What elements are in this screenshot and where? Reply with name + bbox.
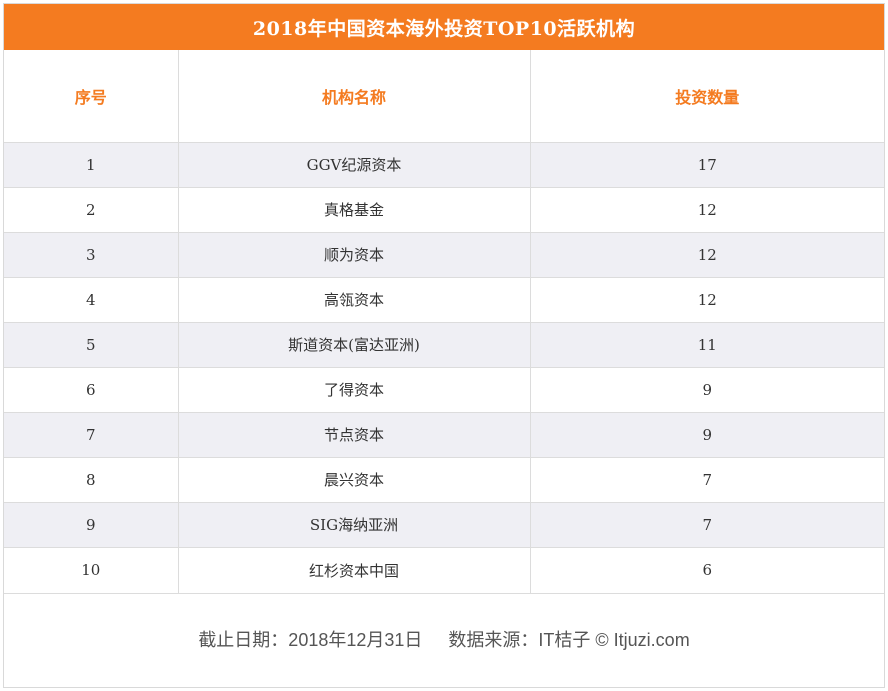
table-row: 9 SIG海纳亚洲 7: [4, 502, 884, 548]
header-rank: 序号: [4, 50, 179, 143]
institution-cell: 节点资本: [178, 412, 531, 458]
table-row: 10 红杉资本中国 6: [4, 547, 884, 594]
header-count: 投资数量: [530, 50, 884, 143]
rank-cell: 3: [4, 232, 179, 278]
header-institution: 机构名称: [178, 50, 531, 143]
rank-cell: 9: [4, 502, 179, 548]
table-row: 7 节点资本 9: [4, 412, 884, 458]
count-cell: 6: [530, 547, 884, 594]
table-row: 6 了得资本 9: [4, 367, 884, 413]
rank-cell: 2: [4, 187, 179, 233]
institution-cell: 晨兴资本: [178, 457, 531, 503]
count-cell: 7: [530, 502, 884, 548]
rank-cell: 8: [4, 457, 179, 503]
institution-cell: 真格基金: [178, 187, 531, 233]
ranking-table-card: 2018年中国资本海外投资TOP10活跃机构 序号 机构名称 投资数量 1 GG…: [3, 3, 885, 688]
footer-note: 截止日期：2018年12月31日 数据来源：IT桔子 © Itjuzi.com: [4, 594, 884, 684]
rank-cell: 10: [4, 547, 179, 594]
count-cell: 9: [530, 367, 884, 413]
table-row: 2 真格基金 12: [4, 187, 884, 233]
count-cell: 9: [530, 412, 884, 458]
table-title: 2018年中国资本海外投资TOP10活跃机构: [4, 4, 884, 50]
institution-cell: 斯道资本(富达亚洲): [178, 322, 531, 368]
institution-cell: 高瓴资本: [178, 277, 531, 323]
rank-cell: 4: [4, 277, 179, 323]
footer-source: 数据来源：IT桔子 © Itjuzi.com: [448, 629, 690, 650]
count-cell: 7: [530, 457, 884, 503]
count-cell: 11: [530, 322, 884, 368]
institution-cell: 了得资本: [178, 367, 531, 413]
header-row: 序号 机构名称 投资数量: [4, 50, 884, 143]
table-row: 4 高瓴资本 12: [4, 277, 884, 323]
rank-cell: 7: [4, 412, 179, 458]
count-cell: 12: [530, 187, 884, 233]
rank-cell: 5: [4, 322, 179, 368]
table-row: 8 晨兴资本 7: [4, 457, 884, 503]
rank-cell: 1: [4, 142, 179, 188]
institution-cell: 红杉资本中国: [178, 547, 531, 594]
count-cell: 12: [530, 232, 884, 278]
footer-date: 截止日期：2018年12月31日: [198, 629, 423, 650]
institution-cell: GGV纪源资本: [178, 142, 531, 188]
count-cell: 17: [530, 142, 884, 188]
institution-cell: 顺为资本: [178, 232, 531, 278]
rank-cell: 6: [4, 367, 179, 413]
table-row: 3 顺为资本 12: [4, 232, 884, 278]
table-row: 5 斯道资本(富达亚洲) 11: [4, 322, 884, 368]
ranking-table: 序号 机构名称 投资数量 1 GGV纪源资本 17 2 真格基金 12 3 顺为…: [4, 50, 884, 594]
table-row: 1 GGV纪源资本 17: [4, 142, 884, 188]
institution-cell: SIG海纳亚洲: [178, 502, 531, 548]
count-cell: 12: [530, 277, 884, 323]
